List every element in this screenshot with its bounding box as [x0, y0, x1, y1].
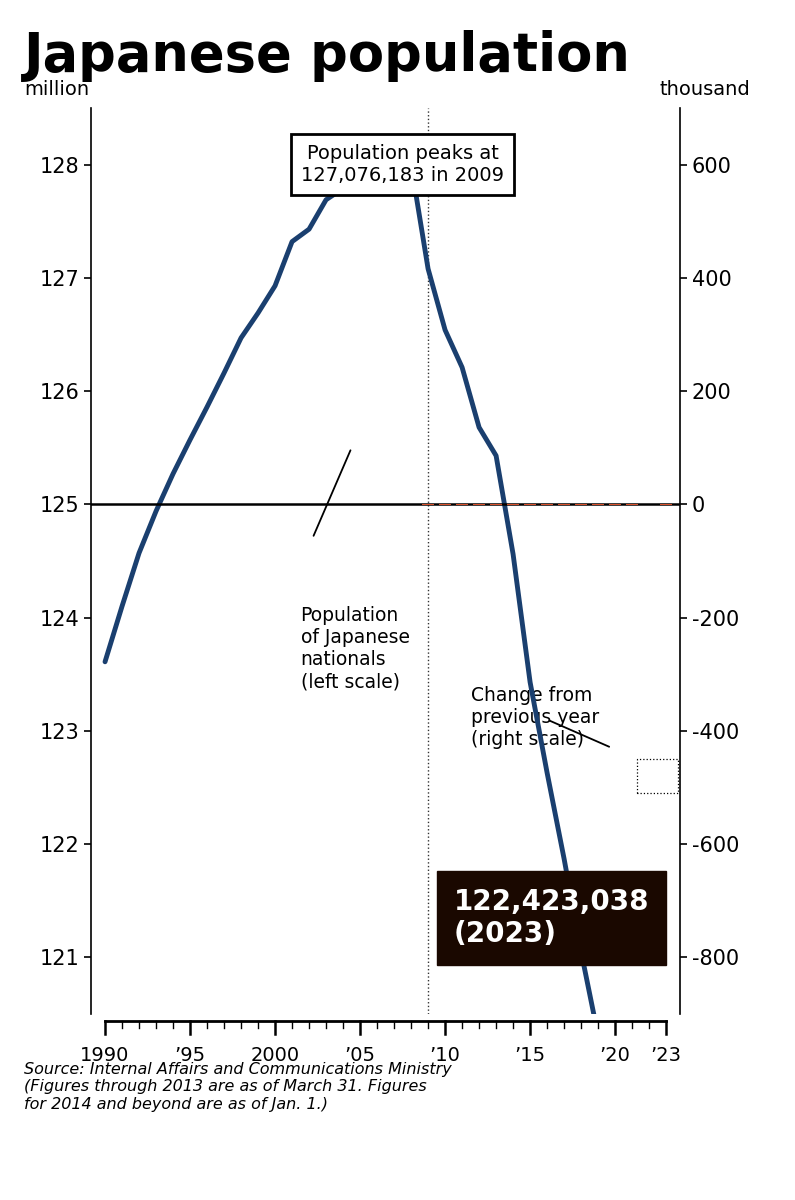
- Text: Japanese population: Japanese population: [24, 30, 630, 82]
- Text: ’20: ’20: [599, 1046, 630, 1066]
- Text: 2000: 2000: [250, 1046, 300, 1066]
- Text: 122,423,038
(2023): 122,423,038 (2023): [454, 888, 649, 948]
- Text: ’15: ’15: [514, 1046, 545, 1066]
- Text: Source: Internal Affairs and Communications Ministry
(Figures through 2013 are a: Source: Internal Affairs and Communicati…: [24, 1062, 452, 1111]
- Text: 1990: 1990: [80, 1046, 130, 1066]
- Text: ’05: ’05: [344, 1046, 375, 1066]
- Text: ’95: ’95: [174, 1046, 206, 1066]
- Text: Population
of Japanese
nationals
(left scale): Population of Japanese nationals (left s…: [301, 606, 409, 691]
- Text: ’10: ’10: [429, 1046, 460, 1066]
- Text: thousand: thousand: [660, 80, 750, 98]
- Text: Change from
previous year
(right scale): Change from previous year (right scale): [471, 685, 599, 749]
- Text: Population peaks at
​127,076,183​ in 2009: Population peaks at ​127,076,183​ in 200…: [301, 144, 504, 185]
- Text: ’23: ’23: [650, 1046, 681, 1066]
- Text: million: million: [24, 80, 89, 98]
